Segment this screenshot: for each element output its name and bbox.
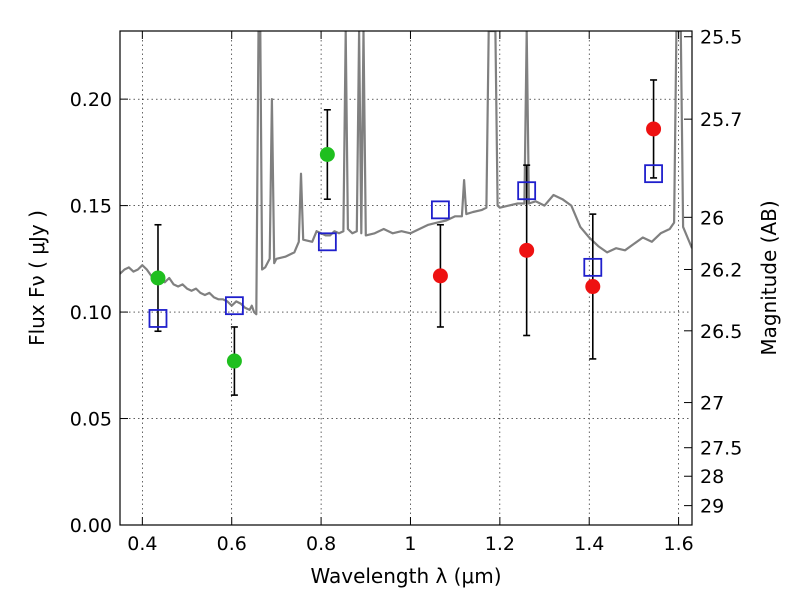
photometry-point (319, 147, 335, 162)
model-flux-square (224, 296, 244, 316)
tick-labels: 0.4 0.6 0.8 1 1.2 1.4 1.6 0.00 0.05 0.10 0.15 0.20 2… (70, 27, 743, 555)
x-tick-label: 0.8 (306, 533, 336, 555)
y2-tick-label: 28 (700, 466, 724, 488)
model-flux-square (431, 200, 450, 220)
model-flux-square (644, 164, 663, 184)
y-tick-label: 0.15 (70, 196, 112, 218)
y2-tick-label: 27 (700, 393, 724, 415)
y-tick-label: 0.00 (70, 515, 112, 537)
y2-tick-label: 25.5 (700, 27, 742, 49)
plot-frame (119, 30, 693, 526)
grid-lines (120, 31, 692, 526)
x-tick-label: 1.2 (485, 533, 515, 555)
x-tick-label: 1 (404, 533, 416, 555)
photometry-point (150, 270, 166, 286)
y-tick-label: 0.10 (70, 302, 112, 324)
errorbar-layer (154, 79, 658, 396)
marker-layer (148, 121, 663, 369)
spectrum-layer (120, 31, 692, 316)
y-axis-label: Flux Fν ( μJy ) (25, 210, 49, 346)
photometry-point (226, 353, 242, 369)
model-flux-square (317, 232, 337, 252)
x-tick-label: 0.6 (217, 533, 247, 555)
y2-tick-label: 29 (700, 496, 724, 518)
axis-ticks (120, 31, 692, 526)
x-tick-label: 1.6 (663, 533, 693, 555)
model-flux-square (517, 181, 537, 201)
y2-tick-label: 25.7 (700, 109, 742, 131)
y2-tick-label: 26.5 (700, 321, 742, 343)
photometry-point (585, 279, 601, 295)
x-axis-label: Wavelength λ (μm) (310, 564, 501, 588)
photometry-point (519, 242, 535, 258)
model-flux-square (583, 257, 603, 277)
x-tick-label: 0.4 (127, 533, 157, 555)
y2-axis-label: Magnitude (AB) (757, 200, 781, 355)
y-tick-label: 0.05 (70, 409, 112, 431)
photometry-point (646, 121, 662, 137)
y2-tick-label: 27.5 (700, 438, 742, 460)
model-flux-square (148, 309, 168, 328)
y2-tick-label: 26 (700, 207, 724, 229)
spectrum-line (120, 31, 692, 316)
photometry-point (432, 268, 448, 284)
y-tick-label: 0.20 (70, 89, 112, 111)
x-tick-label: 1.4 (574, 533, 604, 555)
y2-tick-label: 26.2 (700, 259, 742, 281)
